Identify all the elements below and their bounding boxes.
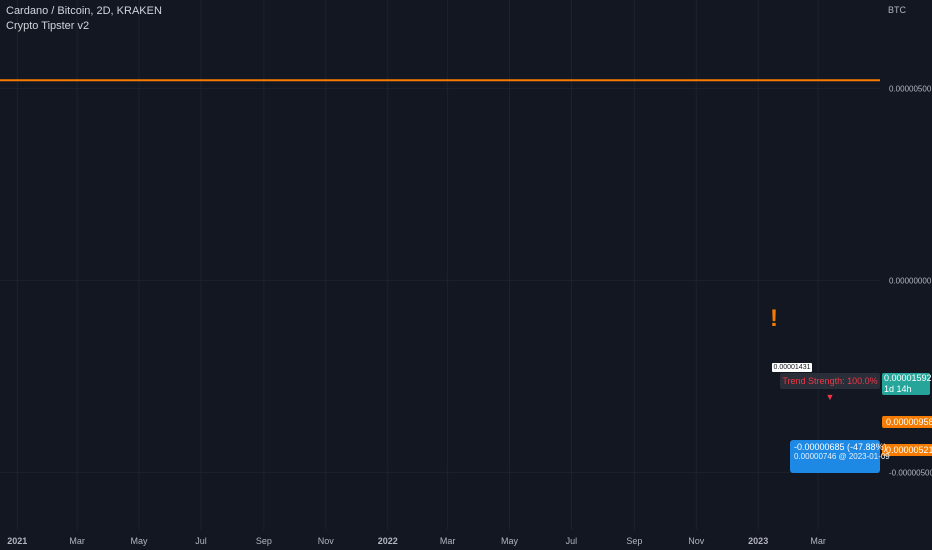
price-tick-label: 0.00000000 bbox=[889, 276, 932, 285]
time-tick-label: Jul bbox=[566, 536, 578, 546]
level-label-upper: 0.00000958 bbox=[882, 416, 932, 428]
time-tick-label: 2021 bbox=[7, 536, 27, 546]
trend-strength-badge: Trend Strength: 100.0% ▼ bbox=[780, 373, 880, 402]
time-tick-label: Mar bbox=[440, 536, 456, 546]
time-tick-label: Sep bbox=[626, 536, 642, 546]
projection-target: 0.00000746 @ 2023-01-09 bbox=[794, 452, 890, 461]
projection-change: -0.00000685 (-47.88%) bbox=[794, 442, 887, 452]
time-tick-label: Mar bbox=[69, 536, 85, 546]
indicator-name[interactable]: Crypto Tipster v2 bbox=[6, 20, 90, 32]
time-tick-label: May bbox=[131, 536, 149, 546]
small-price-tag: 0.00001431 bbox=[772, 363, 812, 372]
time-tick-label: May bbox=[501, 536, 519, 546]
time-tick-label: Nov bbox=[688, 536, 705, 546]
currency-label: BTC bbox=[888, 5, 906, 15]
warning-mark: ! bbox=[770, 305, 778, 332]
time-tick-label: Nov bbox=[318, 536, 335, 546]
bar-countdown: 1d 14h bbox=[884, 384, 912, 394]
time-tick-label: Mar bbox=[810, 536, 826, 546]
time-tick-label: 2023 bbox=[748, 536, 768, 546]
price-tick-label: 0.00000500 bbox=[889, 84, 932, 93]
time-tick-label: Sep bbox=[256, 536, 272, 546]
projection-box[interactable]: -0.00000685 (-47.88%) 0.00000746 @ 2023-… bbox=[790, 440, 890, 473]
symbol-title: Cardano / Bitcoin, 2D, KRAKEN bbox=[6, 5, 162, 17]
price-tick-label: -0.00000500 bbox=[889, 468, 932, 477]
time-tick-label: 2022 bbox=[378, 536, 398, 546]
time-tick-label: Jul bbox=[195, 536, 207, 546]
level-label-lower: 0.00000521 bbox=[882, 444, 932, 456]
current-price-tag: 0.00001592 1d 14h bbox=[882, 373, 932, 395]
current-price: 0.00001592 bbox=[884, 373, 932, 383]
